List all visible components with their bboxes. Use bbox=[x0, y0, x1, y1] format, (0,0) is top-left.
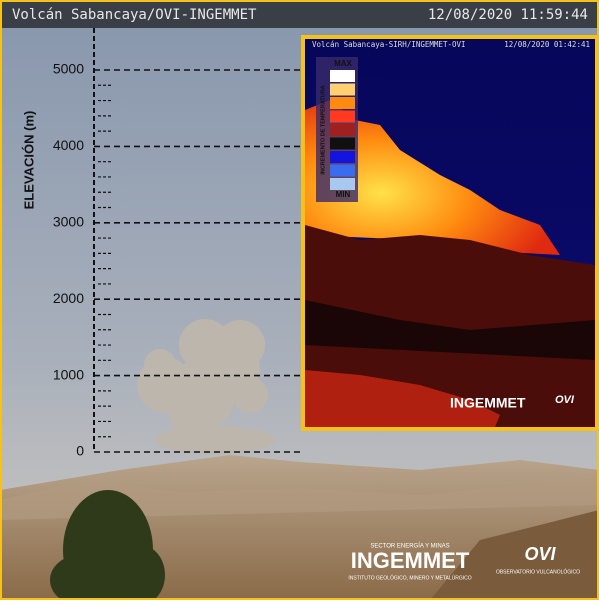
elevation-tick-label: 3000 bbox=[53, 214, 84, 230]
scale-label: ELEVACIÓN (m) bbox=[21, 111, 36, 210]
legend-swatch bbox=[330, 138, 355, 150]
thermal-inset: Volcán Sabancaya-SIRH/INGEMMET-OVI 12/08… bbox=[303, 37, 597, 429]
elevation-tick-label: 0 bbox=[76, 443, 84, 459]
legend-swatch bbox=[330, 84, 355, 96]
legend-swatch bbox=[330, 124, 355, 136]
legend-swatch bbox=[330, 151, 355, 163]
legend-swatch bbox=[330, 70, 355, 82]
legend-title: INCREMENTO DE TEMPERATURA bbox=[320, 85, 326, 174]
footer-ingemmet: INGEMMET bbox=[351, 548, 470, 573]
legend-max: MAX bbox=[334, 59, 352, 68]
inset-logo-ovi: OVI bbox=[555, 394, 575, 406]
inset-timestamp: 12/08/2020 01:42:41 bbox=[504, 40, 590, 49]
footer-ingemmet-sub: INSTITUTO GEOLÓGICO, MINERO Y METALÚRGIC… bbox=[348, 574, 471, 581]
inset-logo-ingemmet: INGEMMET bbox=[450, 395, 526, 411]
timestamp: 12/08/2020 11:59:44 bbox=[428, 7, 588, 23]
legend-min: MIN bbox=[336, 190, 351, 199]
webcam-frame: ELEVACIÓN (m) 0 1000 2000 3000 4000 5000 Volc… bbox=[0, 0, 599, 600]
footer-ovi: OVI bbox=[524, 544, 556, 564]
temperature-legend: MAX MIN INCREMENTO DE TEMPERATURA bbox=[316, 57, 358, 202]
legend-swatch bbox=[330, 111, 355, 123]
camera-label: Volcán Sabancaya/OVI-INGEMMET bbox=[12, 7, 257, 23]
page: {"header": {"camera": "Volcán Sabancaya/… bbox=[0, 0, 599, 600]
legend-swatch bbox=[330, 97, 355, 109]
footer-ovi-sub: OBSERVATORIO VULCANOLÓGICO bbox=[496, 568, 580, 575]
elevation-tick-label: 1000 bbox=[53, 366, 84, 382]
elevation-tick-label: 5000 bbox=[53, 61, 84, 77]
elevation-tick-label: 4000 bbox=[53, 137, 84, 153]
elevation-tick-label: 2000 bbox=[53, 290, 84, 306]
legend-swatch bbox=[330, 165, 355, 177]
legend-swatch bbox=[330, 178, 355, 190]
inset-camera: Volcán Sabancaya-SIRH/INGEMMET-OVI bbox=[312, 40, 466, 49]
